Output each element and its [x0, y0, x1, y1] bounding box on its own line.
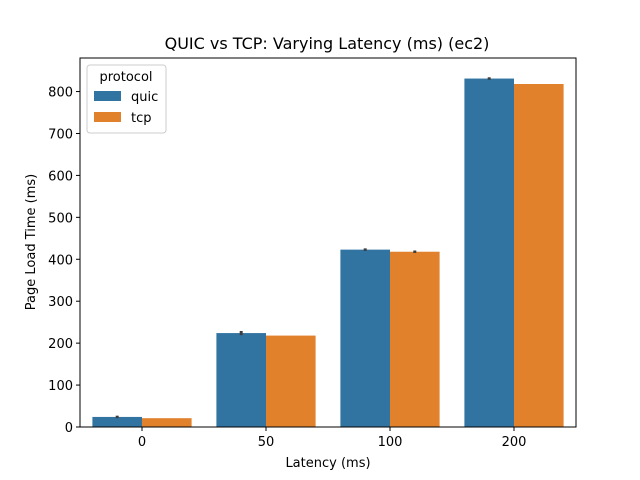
legend-swatch-quic [94, 91, 121, 101]
chart-title: QUIC vs TCP: Varying Latency (ms) (ec2) [165, 34, 490, 53]
bar-quic-0 [92, 416, 142, 427]
y-axis-label: Page Load Time (ms) [24, 174, 39, 310]
y-tick-label: 500 [48, 211, 73, 226]
y-tick-label: 400 [48, 253, 73, 268]
y-tick-label: 800 [48, 86, 73, 101]
plot-frame [79, 57, 577, 428]
x-tick-label: 100 [378, 435, 403, 450]
y-tick-label: 300 [48, 295, 73, 310]
bar-tcp-100 [390, 251, 440, 427]
legend-label-quic: quic [131, 90, 158, 105]
y-tick-label: 100 [48, 379, 73, 394]
y-tick-label: 600 [48, 169, 73, 184]
y-tick-label: 0 [65, 421, 73, 436]
bar-quic-100 [340, 249, 390, 427]
bar-tcp-0 [142, 418, 192, 427]
bar-tcp-200 [514, 83, 564, 427]
x-tick-label: 0 [138, 435, 146, 450]
y-tick-label: 700 [48, 127, 73, 142]
y-tick-label: 200 [48, 337, 73, 352]
bar-quic-50 [216, 333, 266, 427]
bar-tcp-50 [266, 335, 316, 427]
legend-title: protocol [99, 70, 152, 85]
x-axis-label: Latency (ms) [285, 456, 370, 471]
legend-label-tcp: tcp [131, 111, 152, 126]
legend-swatch-tcp [94, 112, 121, 122]
legend: protocol quic tcp [86, 64, 167, 134]
x-tick-label: 200 [502, 435, 527, 450]
bar-quic-200 [464, 78, 514, 427]
x-tick-label: 50 [258, 435, 275, 450]
